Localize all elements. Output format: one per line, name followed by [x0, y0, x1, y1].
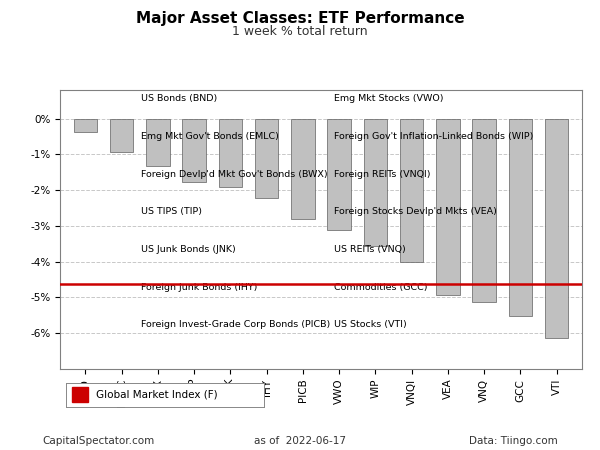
Text: Foreign Devlp'd Mkt Gov't Bonds (BWX): Foreign Devlp'd Mkt Gov't Bonds (BWX): [141, 170, 328, 179]
Text: US Stocks (VTI): US Stocks (VTI): [334, 320, 407, 329]
Text: CapitalSpectator.com: CapitalSpectator.com: [42, 436, 154, 446]
Bar: [110, 119, 133, 152]
Bar: [436, 119, 460, 295]
Bar: [364, 119, 387, 246]
Bar: [182, 119, 206, 182]
Text: Foreign Invest-Grade Corp Bonds (PICB): Foreign Invest-Grade Corp Bonds (PICB): [141, 320, 330, 329]
Bar: [255, 119, 278, 198]
Bar: [146, 119, 170, 166]
Bar: [328, 119, 351, 230]
Text: 1 week % total return: 1 week % total return: [232, 25, 368, 38]
Text: Emg Mkt Gov't Bonds (EMLC): Emg Mkt Gov't Bonds (EMLC): [141, 132, 279, 141]
Bar: [72, 387, 88, 402]
Text: Foreign Gov't Inflation-Linked Bonds (WIP): Foreign Gov't Inflation-Linked Bonds (WI…: [334, 132, 533, 141]
Text: US TIPS (TIP): US TIPS (TIP): [141, 207, 202, 216]
Text: Foreign Junk Bonds (IHY): Foreign Junk Bonds (IHY): [141, 283, 257, 292]
Text: US REITs (VNQ): US REITs (VNQ): [334, 245, 406, 254]
Bar: [291, 119, 314, 220]
Text: Commodities (GCC): Commodities (GCC): [334, 283, 428, 292]
Text: Foreign Stocks Devlp'd Mkts (VEA): Foreign Stocks Devlp'd Mkts (VEA): [334, 207, 497, 216]
Text: as of  2022-06-17: as of 2022-06-17: [254, 436, 346, 446]
Text: Major Asset Classes: ETF Performance: Major Asset Classes: ETF Performance: [136, 11, 464, 26]
Bar: [74, 119, 97, 132]
Bar: [218, 119, 242, 187]
Text: US Junk Bonds (JNK): US Junk Bonds (JNK): [141, 245, 236, 254]
Text: Data: Tiingo.com: Data: Tiingo.com: [469, 436, 558, 446]
Bar: [545, 119, 568, 338]
Text: Foreign REITs (VNQI): Foreign REITs (VNQI): [334, 170, 431, 179]
Text: Global Market Index (F): Global Market Index (F): [96, 390, 217, 400]
Text: US Bonds (BND): US Bonds (BND): [141, 94, 217, 103]
Bar: [400, 119, 424, 262]
Text: Emg Mkt Stocks (VWO): Emg Mkt Stocks (VWO): [334, 94, 443, 103]
Bar: [472, 119, 496, 302]
Bar: [509, 119, 532, 316]
